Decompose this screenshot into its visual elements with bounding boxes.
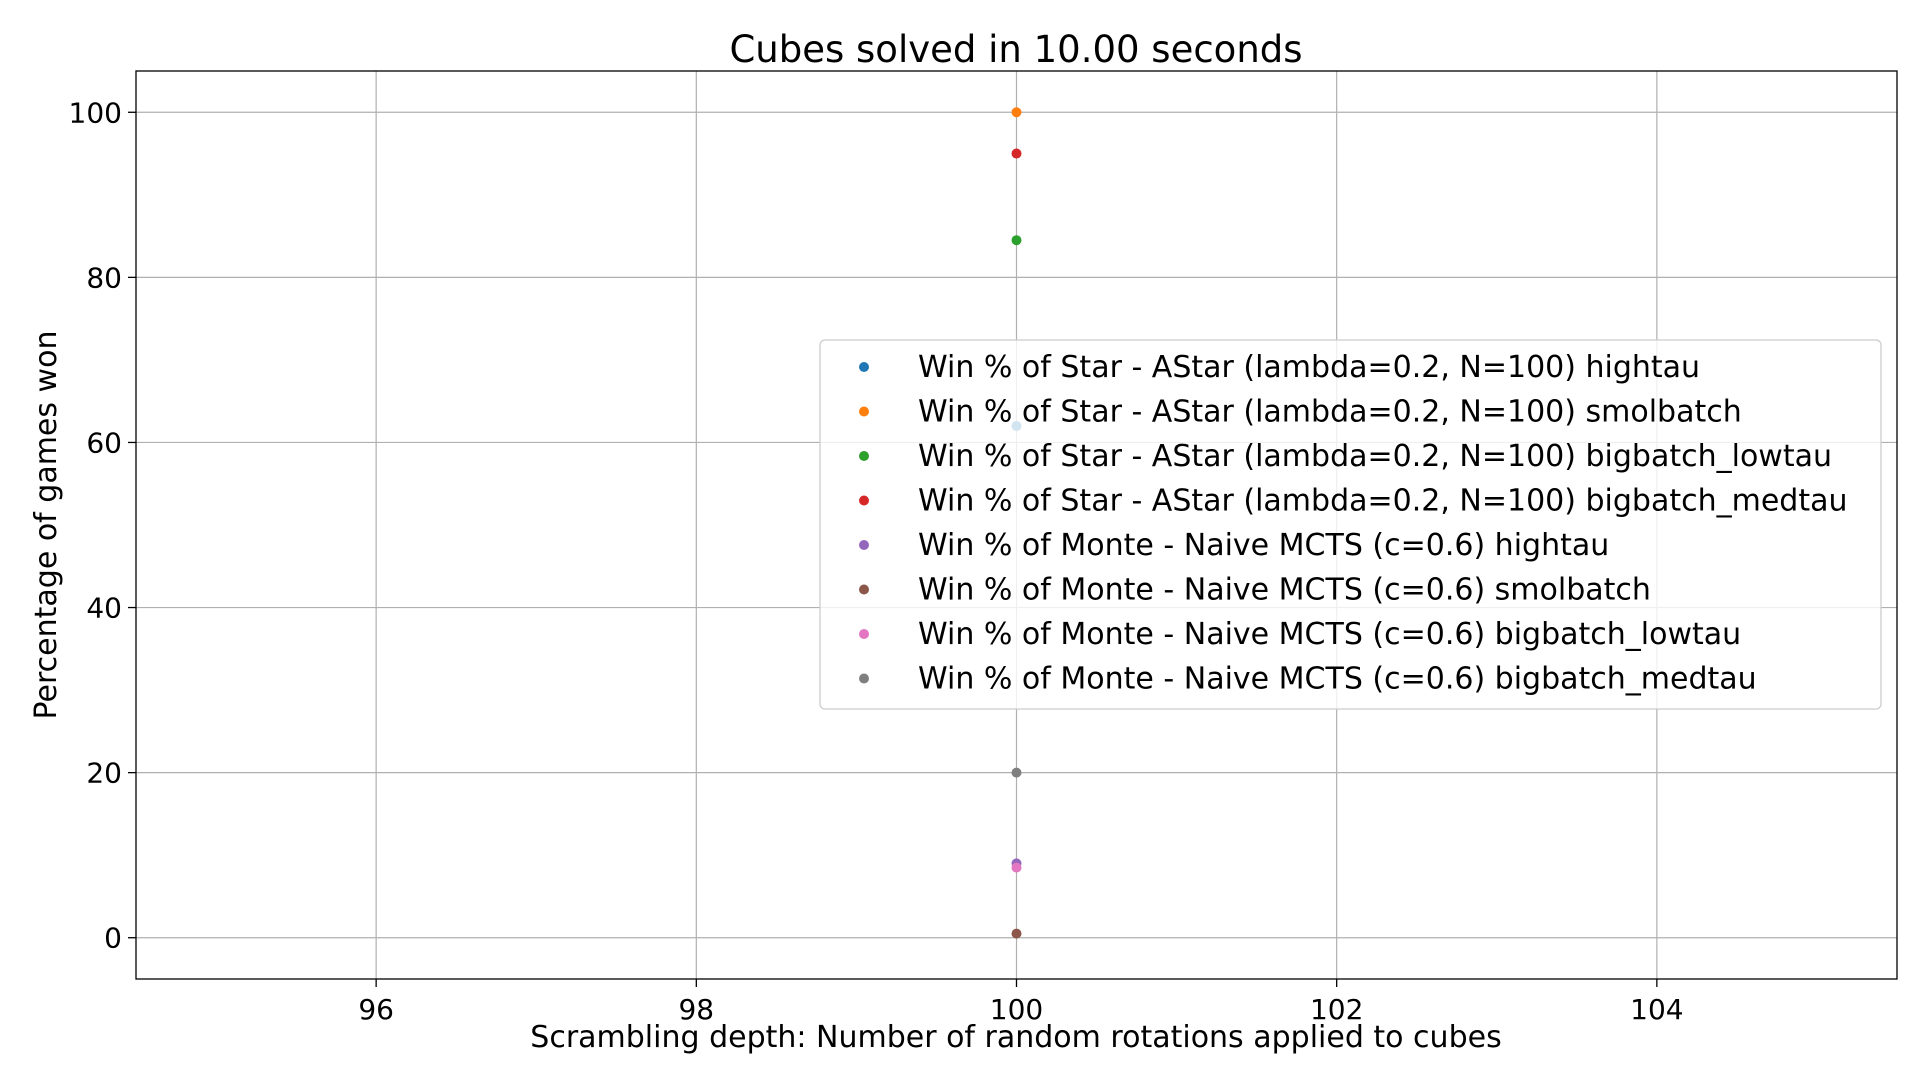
data-point-series-6 — [1011, 928, 1022, 939]
x-tick-label: 100 — [990, 993, 1043, 1026]
legend-box — [819, 339, 1882, 710]
legend-item: Win % of Monte - Naive MCTS (c=0.6) bigb… — [859, 617, 1741, 652]
legend-label: Win % of Star - AStar (lambda=0.2, N=100… — [918, 439, 1832, 474]
legend-label: Win % of Monte - Naive MCTS (c=0.6) high… — [918, 528, 1609, 563]
legend-marker — [859, 673, 869, 684]
data-point-series-7 — [1011, 862, 1022, 873]
data-point-series-8 — [1011, 767, 1022, 778]
legend-marker — [859, 406, 869, 417]
y-tick-label: 20 — [86, 757, 122, 790]
legend-label: Win % of Monte - Naive MCTS (c=0.6) smol… — [918, 573, 1651, 608]
x-tick-label: 102 — [1310, 993, 1363, 1026]
data-point-series-2 — [1011, 107, 1022, 118]
data-point-series-3 — [1011, 235, 1022, 246]
x-tick-label: 104 — [1630, 993, 1683, 1026]
legend-marker — [859, 629, 869, 639]
legend-marker — [859, 362, 869, 372]
y-axis-label: Percentage of games won — [29, 331, 64, 720]
legend-item: Win % of Monte - Naive MCTS (c=0.6) bigb… — [859, 662, 1757, 697]
legend-label: Win % of Star - AStar (lambda=0.2, N=100… — [918, 395, 1742, 430]
y-tick-label: 100 — [69, 96, 122, 129]
legend-marker — [859, 540, 869, 550]
plot-area-frame — [135, 70, 1898, 980]
legend-label: Win % of Monte - Naive MCTS (c=0.6) bigb… — [918, 662, 1757, 697]
legend: Win % of Star - AStar (lambda=0.2, N=100… — [819, 339, 1882, 710]
y-tick-label: 80 — [86, 261, 122, 294]
legend-marker — [859, 584, 869, 595]
axis-ticks: 96 98 100 102 104 0 20 40 60 80 100 — [69, 96, 1684, 1026]
y-tick-label: 40 — [86, 592, 122, 625]
legend-marker — [859, 495, 869, 506]
legend-item: Win % of Star - AStar (lambda=0.2, N=100… — [859, 484, 1848, 519]
y-tick-label: 0 — [104, 922, 122, 955]
legend-label: Win % of Star - AStar (lambda=0.2, N=100… — [918, 484, 1848, 519]
data-points — [1011, 107, 1022, 939]
y-tick-label: 60 — [86, 426, 122, 459]
x-tick-label: 98 — [678, 993, 714, 1026]
legend-item: Win % of Monte - Naive MCTS (c=0.6) high… — [859, 528, 1609, 563]
legend-item: Win % of Star - AStar (lambda=0.2, N=100… — [859, 395, 1742, 430]
x-tick-label: 96 — [358, 993, 394, 1026]
legend-item: Win % of Star - AStar (lambda=0.2, N=100… — [859, 350, 1700, 385]
legend-item: Win % of Monte - Naive MCTS (c=0.6) smol… — [859, 573, 1651, 608]
legend-marker — [859, 451, 869, 461]
x-axis-label: Scrambling depth: Number of random rotat… — [530, 1020, 1501, 1055]
legend-label: Win % of Star - AStar (lambda=0.2, N=100… — [918, 350, 1700, 385]
chart-title: Cubes solved in 10.00 seconds — [729, 28, 1302, 71]
legend-item: Win % of Star - AStar (lambda=0.2, N=100… — [859, 439, 1832, 474]
data-point-series-4 — [1011, 148, 1022, 159]
legend-label: Win % of Monte - Naive MCTS (c=0.6) bigb… — [918, 617, 1741, 652]
